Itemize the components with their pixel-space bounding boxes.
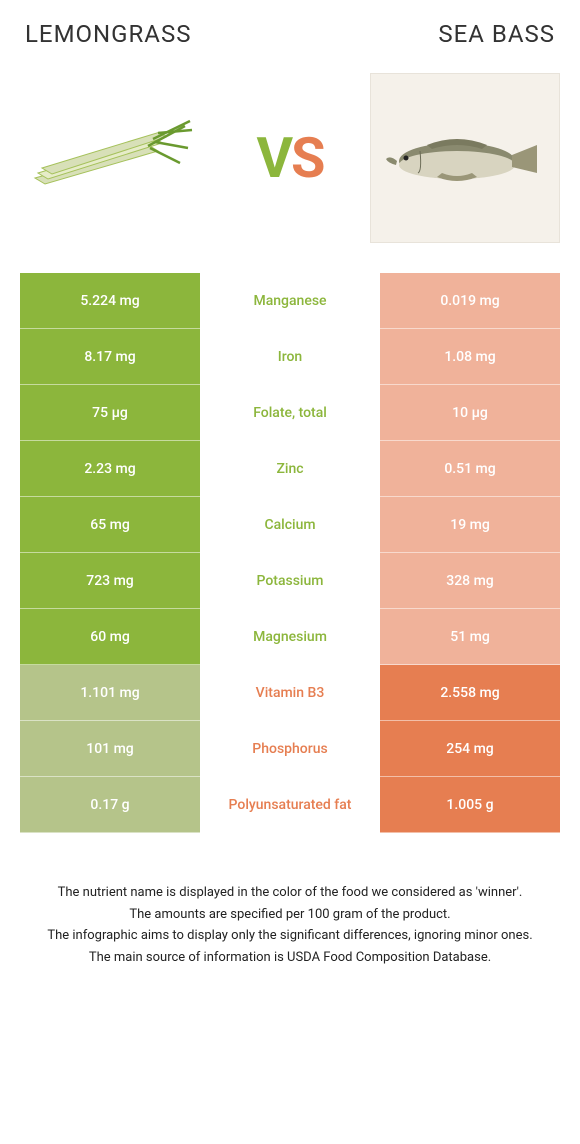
right-value: 19 mg	[380, 497, 560, 553]
nutrient-label: Folate, total	[200, 385, 380, 441]
right-value: 254 mg	[380, 721, 560, 777]
images-row: VS	[20, 73, 560, 243]
footer-line-4: The main source of information is USDA F…	[25, 948, 555, 968]
table-row: 101 mgPhosphorus254 mg	[20, 721, 560, 777]
comparison-table: 5.224 mgManganese0.019 mg8.17 mgIron1.08…	[20, 273, 560, 833]
nutrient-label: Calcium	[200, 497, 380, 553]
table-row: 723 mgPotassium328 mg	[20, 553, 560, 609]
vs-s-letter: S	[291, 125, 323, 191]
seabass-image	[370, 73, 560, 243]
right-value: 328 mg	[380, 553, 560, 609]
right-food-title: SEA BASS	[290, 20, 555, 48]
right-value: 0.51 mg	[380, 441, 560, 497]
nutrient-label: Polyunsaturated fat	[200, 777, 380, 833]
header-row: LEMONGRASS SEA BASS	[20, 20, 560, 48]
left-value: 5.224 mg	[20, 273, 200, 329]
footer-line-3: The infographic aims to display only the…	[25, 926, 555, 946]
table-row: 75 µgFolate, total10 µg	[20, 385, 560, 441]
left-value: 65 mg	[20, 497, 200, 553]
nutrient-label: Magnesium	[200, 609, 380, 665]
left-value: 723 mg	[20, 553, 200, 609]
left-value: 75 µg	[20, 385, 200, 441]
vs-v-letter: V	[256, 125, 291, 191]
nutrient-label: Iron	[200, 329, 380, 385]
vs-label: VS	[256, 125, 323, 191]
right-value: 1.005 g	[380, 777, 560, 833]
nutrient-label: Potassium	[200, 553, 380, 609]
fish-icon	[382, 123, 547, 193]
left-value: 0.17 g	[20, 777, 200, 833]
table-row: 60 mgMagnesium51 mg	[20, 609, 560, 665]
lemongrass-icon	[30, 118, 200, 198]
table-row: 1.101 mgVitamin B32.558 mg	[20, 665, 560, 721]
nutrient-label: Vitamin B3	[200, 665, 380, 721]
footer-text: The nutrient name is displayed in the co…	[20, 883, 560, 967]
left-value: 101 mg	[20, 721, 200, 777]
left-value: 1.101 mg	[20, 665, 200, 721]
nutrient-label: Manganese	[200, 273, 380, 329]
table-row: 65 mgCalcium19 mg	[20, 497, 560, 553]
footer-line-1: The nutrient name is displayed in the co…	[25, 883, 555, 903]
lemongrass-image	[20, 73, 210, 243]
table-row: 5.224 mgManganese0.019 mg	[20, 273, 560, 329]
table-row: 8.17 mgIron1.08 mg	[20, 329, 560, 385]
right-value: 51 mg	[380, 609, 560, 665]
table-row: 0.17 gPolyunsaturated fat1.005 g	[20, 777, 560, 833]
nutrient-label: Phosphorus	[200, 721, 380, 777]
table-row: 2.23 mgZinc0.51 mg	[20, 441, 560, 497]
left-value: 8.17 mg	[20, 329, 200, 385]
left-value: 2.23 mg	[20, 441, 200, 497]
right-value: 10 µg	[380, 385, 560, 441]
right-value: 2.558 mg	[380, 665, 560, 721]
right-value: 0.019 mg	[380, 273, 560, 329]
nutrient-label: Zinc	[200, 441, 380, 497]
left-value: 60 mg	[20, 609, 200, 665]
right-value: 1.08 mg	[380, 329, 560, 385]
left-food-title: LEMONGRASS	[25, 20, 290, 48]
footer-line-2: The amounts are specified per 100 gram o…	[25, 905, 555, 925]
